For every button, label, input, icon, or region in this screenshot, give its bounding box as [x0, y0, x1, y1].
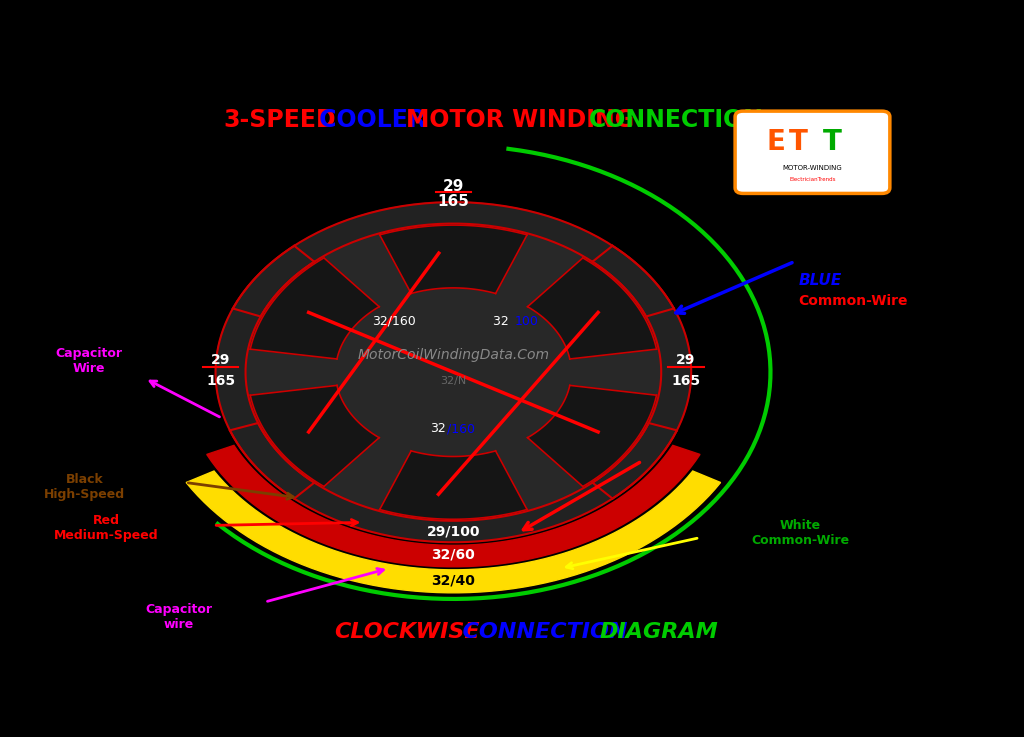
Text: MOTOR-WINDING: MOTOR-WINDING — [782, 165, 843, 171]
Text: 32/60: 32/60 — [431, 548, 475, 562]
Polygon shape — [186, 471, 721, 593]
Text: /160: /160 — [447, 422, 475, 436]
Text: 165: 165 — [671, 374, 700, 388]
Text: DIAGRAM: DIAGRAM — [599, 622, 718, 642]
Polygon shape — [250, 258, 379, 359]
Polygon shape — [232, 202, 674, 316]
Polygon shape — [250, 385, 379, 486]
Text: 29: 29 — [211, 353, 230, 367]
Text: CONNECTION: CONNECTION — [589, 108, 764, 132]
Polygon shape — [207, 445, 700, 567]
Text: MOTOR WINDING: MOTOR WINDING — [407, 108, 642, 132]
Polygon shape — [216, 246, 314, 498]
Text: 165: 165 — [437, 194, 469, 209]
Text: 100: 100 — [514, 315, 539, 328]
Text: White
Common-Wire: White Common-Wire — [752, 519, 850, 547]
Polygon shape — [527, 258, 656, 359]
Text: COOLER: COOLER — [310, 108, 434, 132]
Polygon shape — [527, 385, 656, 486]
Text: 165: 165 — [207, 374, 236, 388]
Text: 32: 32 — [430, 422, 445, 436]
Text: ElectricianTrends: ElectricianTrends — [790, 177, 836, 182]
Text: 32/40: 32/40 — [431, 573, 475, 587]
Polygon shape — [593, 246, 691, 498]
Text: 29/100: 29/100 — [427, 525, 480, 539]
Circle shape — [239, 219, 668, 525]
Text: 29: 29 — [676, 353, 695, 367]
Text: Red
Medium-Speed: Red Medium-Speed — [54, 514, 159, 542]
FancyBboxPatch shape — [735, 111, 890, 193]
Text: T: T — [790, 128, 808, 156]
Text: E: E — [767, 128, 785, 156]
Text: Black
High-Speed: Black High-Speed — [44, 473, 125, 501]
Polygon shape — [229, 423, 677, 542]
Polygon shape — [380, 225, 527, 293]
Text: 32/160: 32/160 — [372, 315, 416, 328]
Text: 32: 32 — [494, 315, 513, 328]
Text: 32/N: 32/N — [440, 376, 467, 385]
Text: Capacitor
wire: Capacitor wire — [145, 604, 213, 632]
Text: 29: 29 — [442, 178, 464, 194]
Polygon shape — [380, 451, 527, 520]
Text: T: T — [822, 128, 842, 156]
Text: CLOCKWISE: CLOCKWISE — [334, 622, 480, 642]
Text: Capacitor
Wire: Capacitor Wire — [55, 347, 123, 375]
Text: 3-SPEED: 3-SPEED — [223, 108, 336, 132]
Text: Common-Wire: Common-Wire — [799, 294, 908, 308]
Text: BLUE: BLUE — [799, 273, 842, 287]
Text: CONNECTION: CONNECTION — [447, 622, 643, 642]
Text: MotorCoilWindingData.Com: MotorCoilWindingData.Com — [357, 348, 549, 362]
